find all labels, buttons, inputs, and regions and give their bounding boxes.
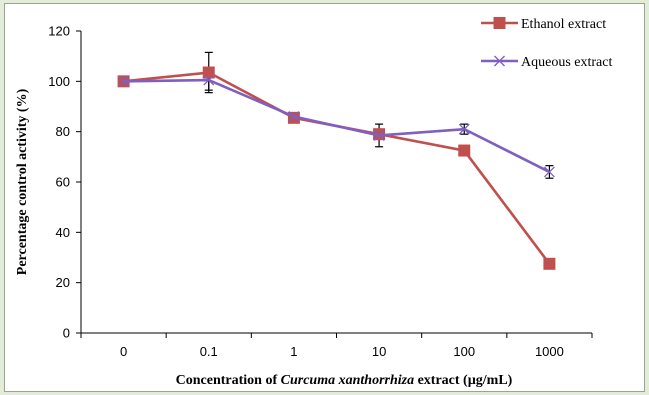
x-tick-label: 1 (290, 344, 297, 359)
series-1-point (458, 144, 471, 157)
series-1-point (202, 66, 215, 79)
y-axis-title: Percentage control activity (%) (15, 88, 30, 275)
x-axis-title-part-1: Concentration of (176, 373, 281, 388)
series-1-point (543, 257, 556, 270)
legend: Ethanol extract Aqueous extract (481, 17, 612, 70)
x-axis-title-part-2: Curcuma xanthorrhiza (281, 373, 414, 388)
y-tick-label: 60 (56, 175, 70, 190)
y-tick-label: 100 (48, 74, 70, 89)
y-tick-label: 120 (48, 24, 70, 39)
legend-marker-1 (493, 17, 506, 29)
y-tick-label: 40 (56, 225, 70, 240)
series-2-point (288, 111, 300, 123)
y-tick-label: 80 (56, 124, 70, 139)
x-tick-label: 100 (453, 344, 475, 359)
x-tick-label: 0.1 (200, 344, 218, 359)
y-tick-label: 0 (63, 326, 70, 341)
legend-label-1: Ethanol extract (521, 17, 606, 32)
series-2-point (118, 75, 130, 87)
series-line-2 (123, 78, 551, 174)
series-2-point (458, 123, 470, 135)
y-tick-label: 20 (56, 275, 70, 290)
x-tick-label: 0 (120, 344, 127, 359)
chart-frame (4, 3, 645, 392)
series-2-point (543, 166, 555, 178)
series-2-point (373, 129, 385, 141)
x-tick-label: 10 (372, 344, 386, 359)
series-line-1 (123, 71, 551, 265)
legend-label-2: Aqueous extract (521, 55, 612, 70)
legend-marker-2 (494, 55, 505, 67)
x-axis-title-part-3: extract (µg/mL) (414, 373, 513, 388)
x-tick-label: 1000 (535, 344, 564, 359)
series-2-point (203, 74, 215, 86)
x-axis-title: Concentration of Curcuma xanthorrhiza ex… (176, 373, 513, 388)
